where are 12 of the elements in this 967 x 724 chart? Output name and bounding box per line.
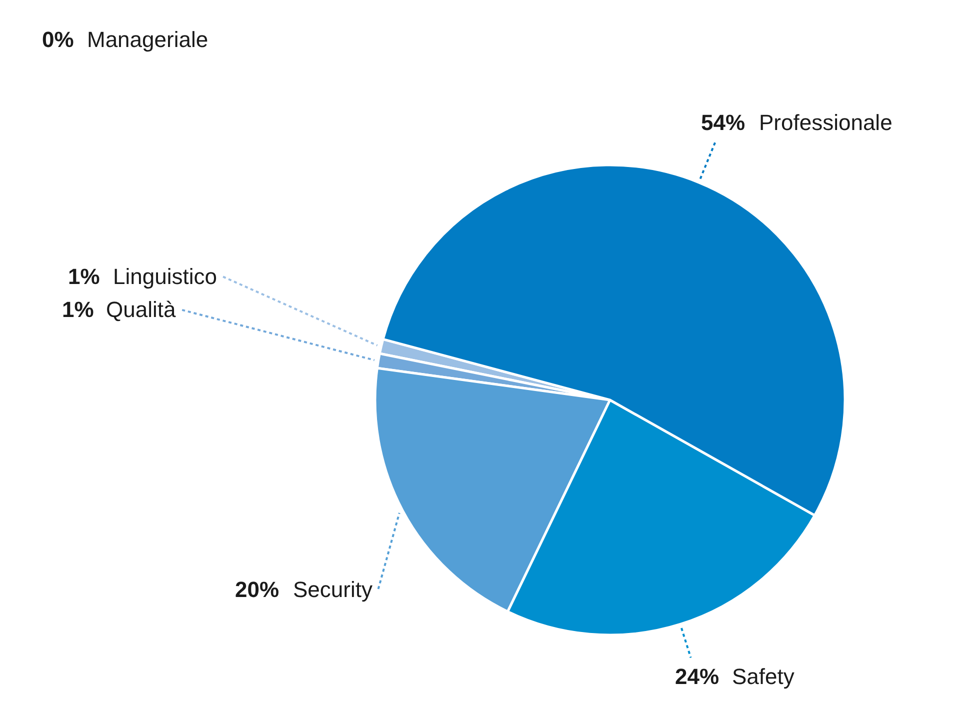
slice-label: Professionale (759, 110, 892, 135)
slice-label: Qualità (106, 297, 176, 322)
slice-label: Safety (732, 664, 794, 689)
data-label: 24% (675, 664, 720, 689)
slice-label: Security (293, 577, 372, 602)
data-label: 1% (68, 264, 100, 289)
text: 0% (42, 27, 74, 52)
data-label: 54% (701, 110, 746, 135)
category-label: Manageriale (87, 27, 208, 52)
data-label: 20% (235, 577, 280, 602)
slice-label: Linguistico (113, 264, 217, 289)
data-label: 1% (62, 297, 94, 322)
